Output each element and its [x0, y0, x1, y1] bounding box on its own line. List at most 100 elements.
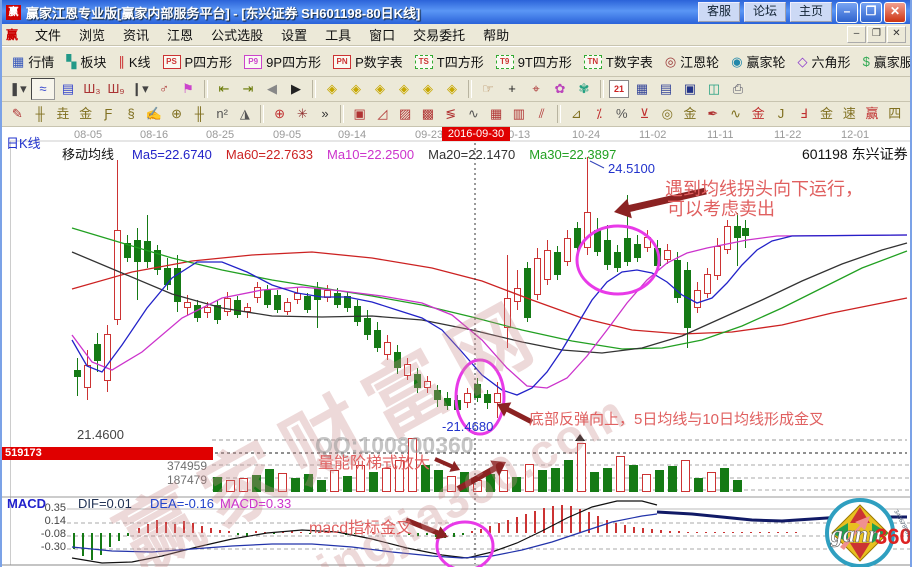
percent-icon[interactable]: %	[616, 106, 628, 121]
ruled-box-icon[interactable]: ▥	[512, 106, 526, 121]
toolbar1-item-7[interactable]: TS T四方形	[414, 52, 484, 71]
menu-item-7[interactable]: 工具	[325, 28, 352, 43]
cycle-circle-icon[interactable]: ⊕	[171, 106, 183, 121]
magnifier-icon[interactable]: ⌖	[532, 81, 540, 96]
pencil-icon[interactable]: ✎	[11, 106, 23, 121]
spiral-icon[interactable]: §	[127, 106, 135, 121]
menu-item-2[interactable]: 浏览	[79, 28, 106, 43]
percent-line-icon[interactable]: ⁒	[596, 106, 602, 121]
child-close-button[interactable]: ✕	[887, 26, 906, 43]
toolbar1-item-2[interactable]: ▚ 板块	[66, 52, 106, 71]
menu-item-10[interactable]: 帮助	[483, 28, 510, 43]
close-button[interactable]: ✕	[884, 1, 906, 23]
toolbar1-item-6[interactable]: PN P数字表	[333, 52, 403, 71]
save-icon[interactable]: ▣	[683, 81, 697, 96]
calendar-icon[interactable]: 21	[609, 80, 629, 98]
period-label[interactable]: 日K线	[6, 136, 41, 151]
titlebar-button-1[interactable]: 客服	[697, 2, 740, 22]
figure-icon[interactable]: ♂	[159, 81, 169, 96]
calculator-icon[interactable]: ▦	[635, 81, 649, 96]
toolbar1-item-11[interactable]: ◉ 赢家轮	[731, 52, 785, 71]
gold-line-icon[interactable]: 金	[79, 106, 93, 121]
draw-icon[interactable]: ✍	[145, 106, 162, 121]
f-line-icon[interactable]: Ⅎ	[800, 106, 808, 121]
menu-item-4[interactable]: 江恩	[167, 28, 194, 43]
titlebar-button-3[interactable]: 主页	[789, 2, 832, 22]
toolbar1-item-1[interactable]: ▦ 行情	[12, 52, 54, 71]
parallel-lines-icon[interactable]: ⫽	[538, 106, 545, 121]
child-restore-button[interactable]: ❐	[867, 26, 886, 43]
hand-icon[interactable]: ☞	[482, 81, 494, 96]
amplitude-icon[interactable]: ∿	[730, 106, 741, 121]
j-line-icon[interactable]: J	[777, 106, 785, 121]
toolbar1-item-3[interactable]: ∥ K线	[118, 52, 150, 71]
star-rays-icon[interactable]: ✳	[296, 106, 308, 121]
grid-line-icon[interactable]: ╫	[194, 106, 204, 121]
first-page-icon[interactable]: ⇤	[218, 81, 230, 96]
menu-item-9[interactable]: 交易委托	[413, 28, 466, 43]
box-tool-icon[interactable]: ▣	[353, 106, 366, 121]
info-doc-icon[interactable]: ▤	[61, 81, 75, 96]
diamond-left-icon[interactable]: ◈	[327, 81, 337, 96]
network-icon[interactable]: ◫	[707, 81, 721, 96]
gold-level-icon[interactable]: 金	[683, 106, 697, 121]
more-tools-icon[interactable]: »	[321, 106, 329, 121]
toolbar1-item-10[interactable]: ◎ 江恩轮	[665, 52, 719, 71]
prev-icon[interactable]: ◀	[267, 81, 277, 96]
candle-style-icon[interactable]: ❚▾	[9, 81, 27, 96]
titlebar-button-2[interactable]: 论坛	[743, 2, 786, 22]
toolbar1-item-13[interactable]: $赢家服务	[863, 52, 910, 71]
diamond-shrink-icon[interactable]: ◈	[375, 81, 385, 96]
wave-icon[interactable]: ≈	[31, 78, 55, 100]
gold-angle-icon[interactable]: 金	[820, 106, 834, 121]
toolbar1-item-8[interactable]: T9 9T四方形	[495, 52, 572, 71]
toolbar1-item-4[interactable]: PS P四方形	[162, 52, 232, 71]
bars-9-icon[interactable]: Ш₉	[107, 81, 125, 96]
diamond-right-icon[interactable]: ◈	[351, 81, 361, 96]
hatch-box-icon[interactable]: ▨	[399, 106, 412, 121]
fibonacci-icon[interactable]: Ƒ	[104, 106, 113, 121]
toolbar1-item-5[interactable]: P9 9P四方形	[244, 52, 321, 71]
child-minimize-button[interactable]: –	[847, 26, 866, 43]
last-page-icon[interactable]: ⇥	[242, 81, 254, 96]
maximize-button[interactable]: ❐	[860, 1, 882, 23]
fan-lines-icon[interactable]: ◿	[377, 106, 388, 121]
minimize-button[interactable]: –	[836, 1, 858, 23]
angle-icon[interactable]: ◮	[239, 106, 250, 121]
menu-item-1[interactable]: 文件	[35, 28, 62, 43]
wave-tool-icon[interactable]: ∿	[467, 106, 479, 121]
flag-chart-icon[interactable]: ⚑	[182, 81, 194, 96]
brain-icon[interactable]: ✾	[578, 81, 590, 96]
menu-item-8[interactable]: 窗口	[369, 28, 396, 43]
gold-circle-icon[interactable]: ◎	[661, 106, 673, 121]
diamond-move-icon[interactable]: ◈	[447, 81, 457, 96]
mask-icon[interactable]: ✿	[554, 81, 566, 96]
speed-line-icon[interactable]: 速	[842, 106, 856, 121]
zigzag-icon[interactable]: ≶	[445, 106, 457, 121]
diamond-compress-icon[interactable]: ◈	[423, 81, 433, 96]
dense-box-icon[interactable]: ▩	[421, 106, 435, 121]
diamond-expand-icon[interactable]: ◈	[399, 81, 409, 96]
toolbar1-item-12[interactable]: ◇ 六角形	[798, 52, 851, 71]
grid-box-icon[interactable]: ▦	[490, 106, 503, 121]
bars-3-icon[interactable]: Ш₃	[83, 81, 101, 96]
menu-item-6[interactable]: 设置	[281, 28, 308, 43]
gold-underline-icon[interactable]: 金	[751, 106, 765, 121]
menu-item-5[interactable]: 公式选股	[211, 28, 264, 43]
print-icon[interactable]: ⎙	[732, 81, 744, 96]
gann-line-icon[interactable]: ╫	[35, 106, 45, 121]
percent-level-icon[interactable]: ⊻	[639, 106, 650, 121]
win-line-icon[interactable]: 赢	[865, 106, 879, 121]
notes-icon[interactable]: ▤	[659, 81, 673, 96]
next-icon[interactable]: ▶	[291, 81, 301, 96]
compass-icon[interactable]: ⊕	[274, 106, 285, 121]
stats-icon[interactable]: ⊿	[570, 106, 582, 121]
gold-grid-icon[interactable]: 垚	[56, 106, 70, 121]
four-line-icon[interactable]: 四	[888, 106, 902, 121]
candle-type-icon[interactable]: ❙▾	[131, 81, 149, 96]
toolbar1-item-9[interactable]: TN T数字表	[583, 52, 653, 71]
menu-item-3[interactable]: 资讯	[123, 28, 150, 43]
pen-line-icon[interactable]: ✒	[707, 106, 719, 121]
square-n-icon[interactable]: n²	[216, 106, 228, 121]
crosshair-icon[interactable]: +	[508, 81, 516, 96]
